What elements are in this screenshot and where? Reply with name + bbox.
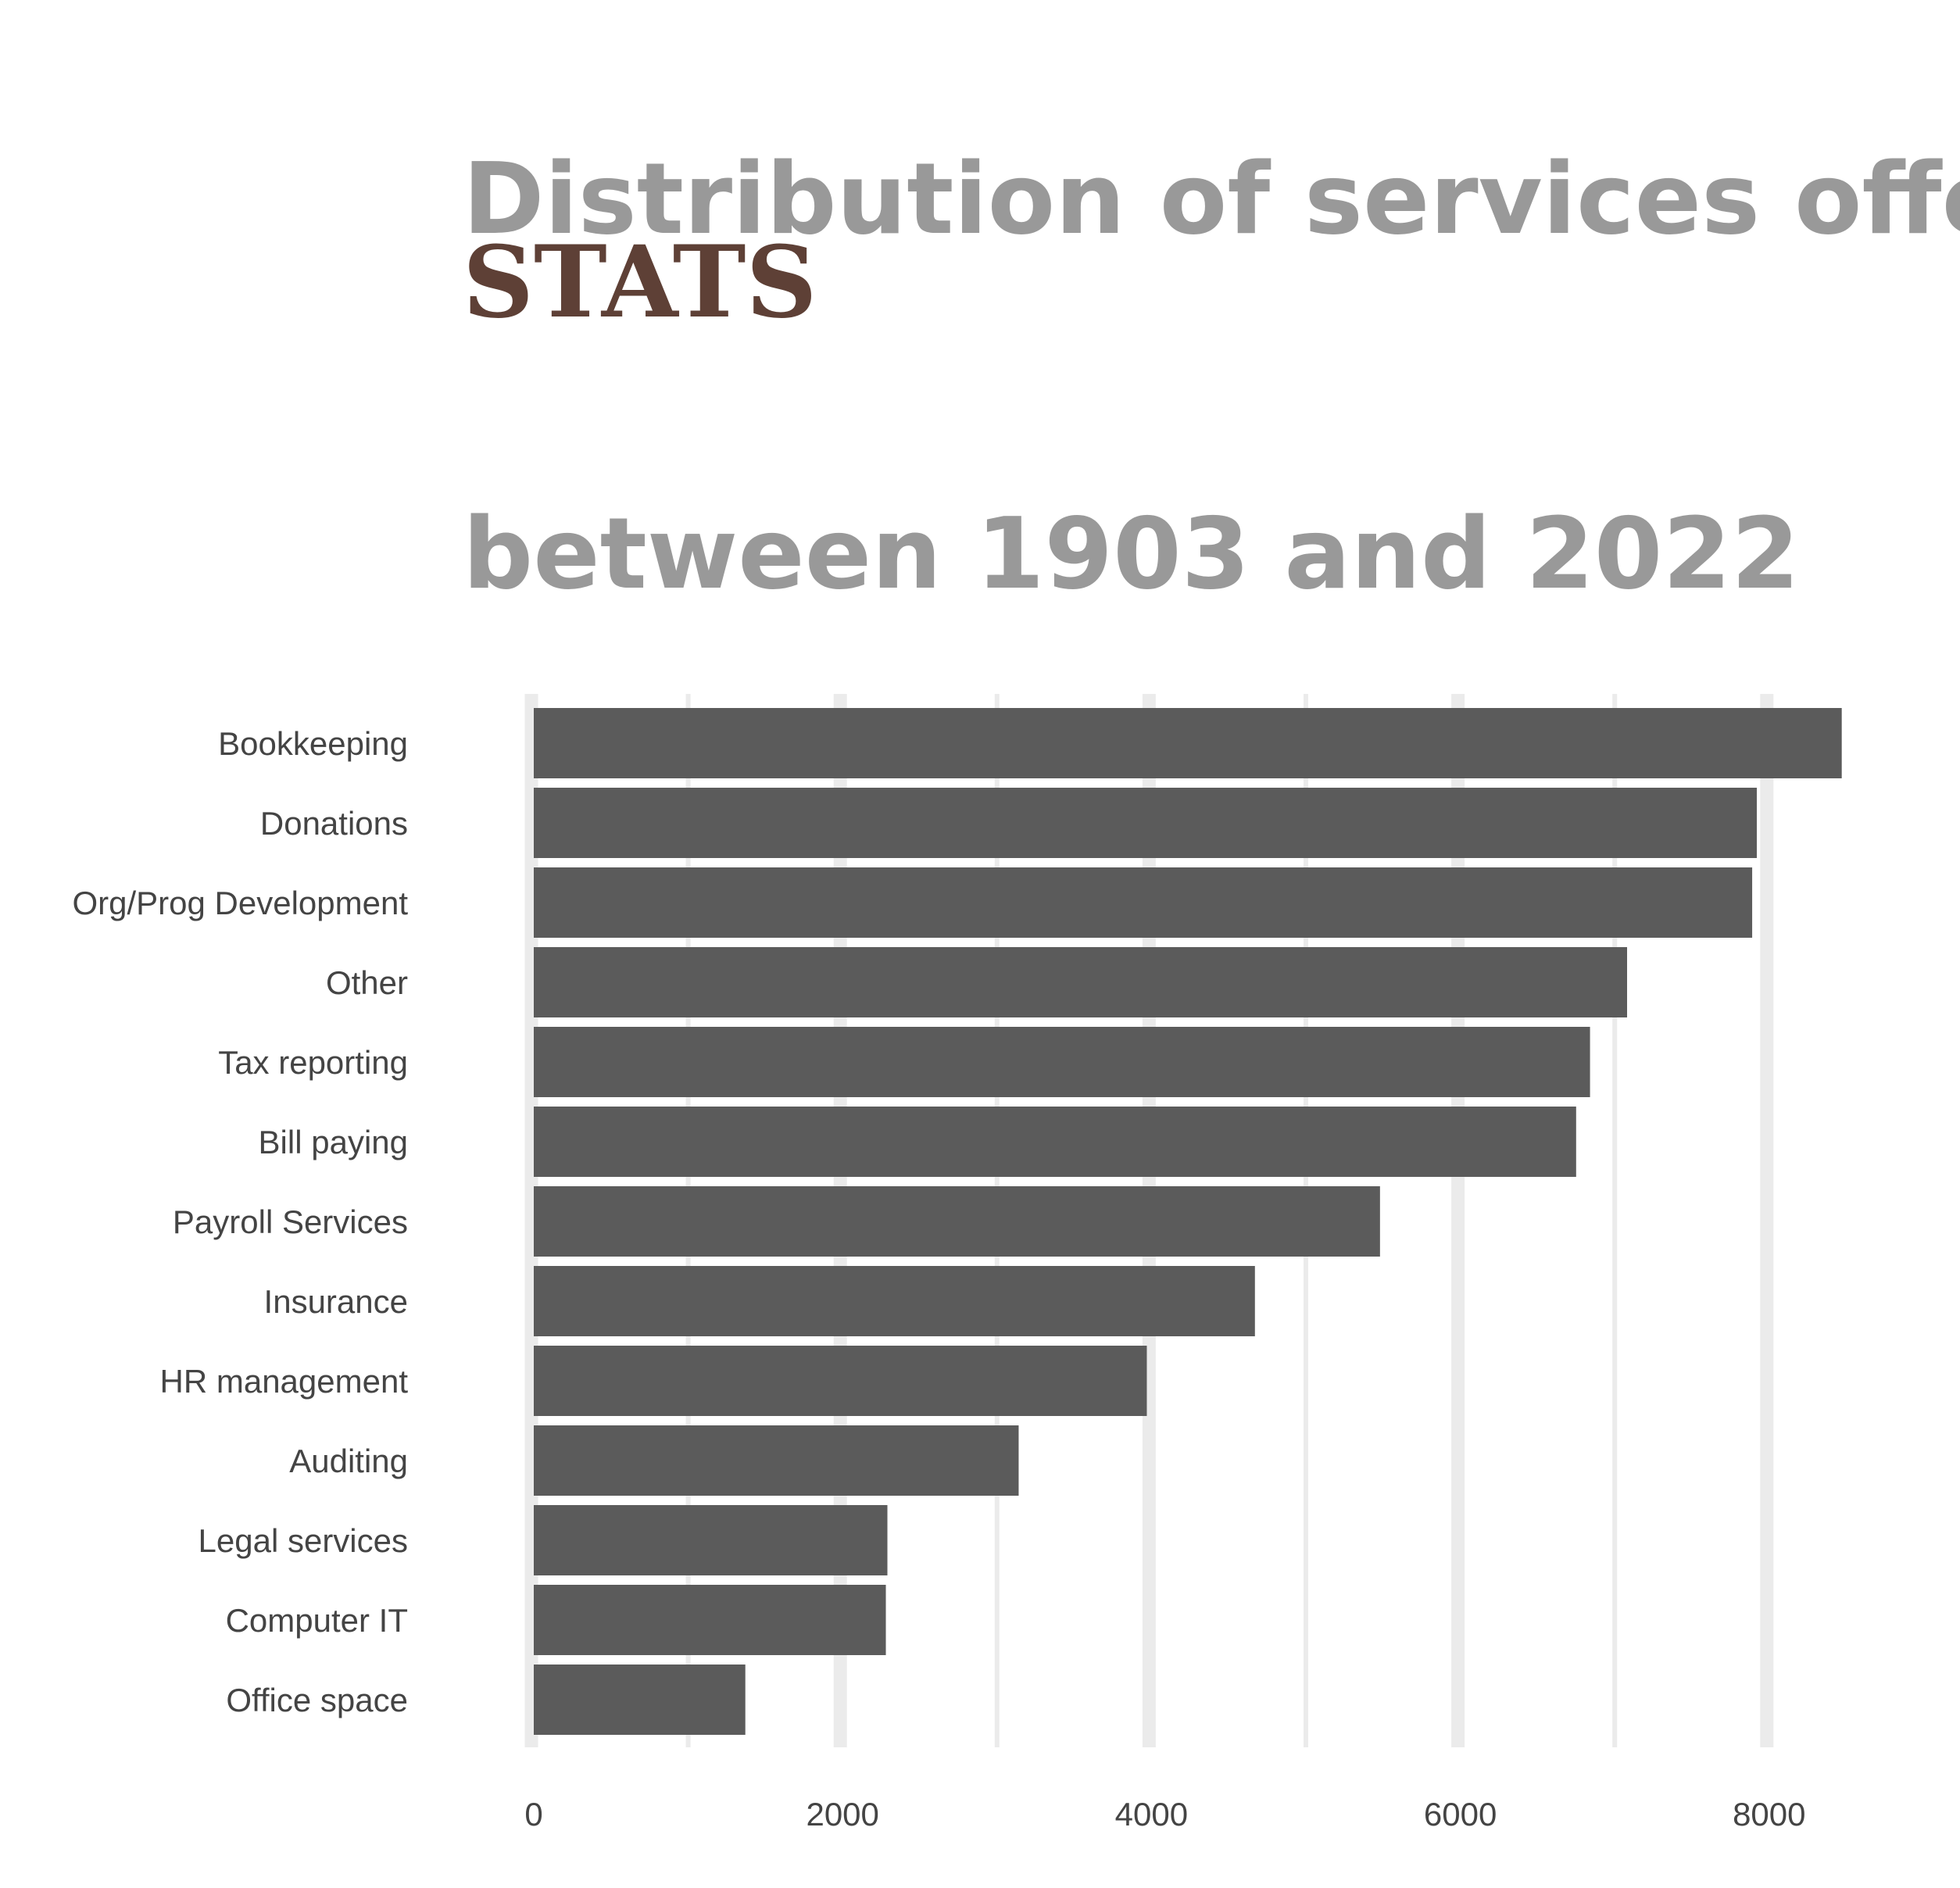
chart-subtitle: between 1903 and 2022 bbox=[463, 496, 1800, 611]
bar bbox=[534, 1107, 1576, 1177]
bar bbox=[534, 867, 1753, 938]
category-label: Bill paying bbox=[259, 1124, 408, 1160]
bar bbox=[534, 788, 1757, 858]
x-tick-labels: 0 2000 4000 6000 8000 bbox=[524, 1796, 1805, 1833]
category-label: Auditing bbox=[289, 1443, 408, 1479]
bar bbox=[534, 947, 1628, 1017]
bar bbox=[534, 1425, 1019, 1496]
category-labels: Bookkeeping Donations Org/Prog Development… bbox=[72, 725, 408, 1718]
category-label: Insurance bbox=[264, 1283, 408, 1320]
chart-title: Distribution of services offered bbox=[463, 141, 1960, 256]
category-label: Payroll Services bbox=[173, 1203, 408, 1240]
category-label: Office space bbox=[226, 1682, 408, 1718]
bar bbox=[534, 1505, 888, 1575]
category-label: HR management bbox=[160, 1363, 409, 1400]
bar bbox=[534, 1585, 886, 1655]
category-label: Donations bbox=[260, 805, 408, 842]
x-tick-label: 2000 bbox=[806, 1796, 878, 1833]
chart-title-emphasis: STATS bbox=[463, 224, 817, 340]
bar bbox=[534, 708, 1842, 778]
bar bbox=[534, 1665, 746, 1735]
category-label: Bookkeeping bbox=[218, 725, 408, 762]
x-tick-label: 4000 bbox=[1115, 1796, 1188, 1833]
category-label: Other bbox=[326, 964, 408, 1001]
bar bbox=[534, 1346, 1147, 1416]
bar bbox=[534, 1186, 1380, 1257]
category-label: Org/Prog Development bbox=[72, 885, 408, 921]
x-tick-label: 0 bbox=[524, 1796, 542, 1833]
x-tick-label: 8000 bbox=[1733, 1796, 1805, 1833]
category-label: Legal services bbox=[199, 1522, 408, 1559]
bars bbox=[534, 708, 1842, 1735]
bar bbox=[534, 1027, 1590, 1097]
category-label: Tax reporting bbox=[218, 1044, 408, 1081]
category-label: Computer IT bbox=[226, 1602, 408, 1639]
bar bbox=[534, 1266, 1255, 1336]
x-tick-label: 6000 bbox=[1424, 1796, 1497, 1833]
